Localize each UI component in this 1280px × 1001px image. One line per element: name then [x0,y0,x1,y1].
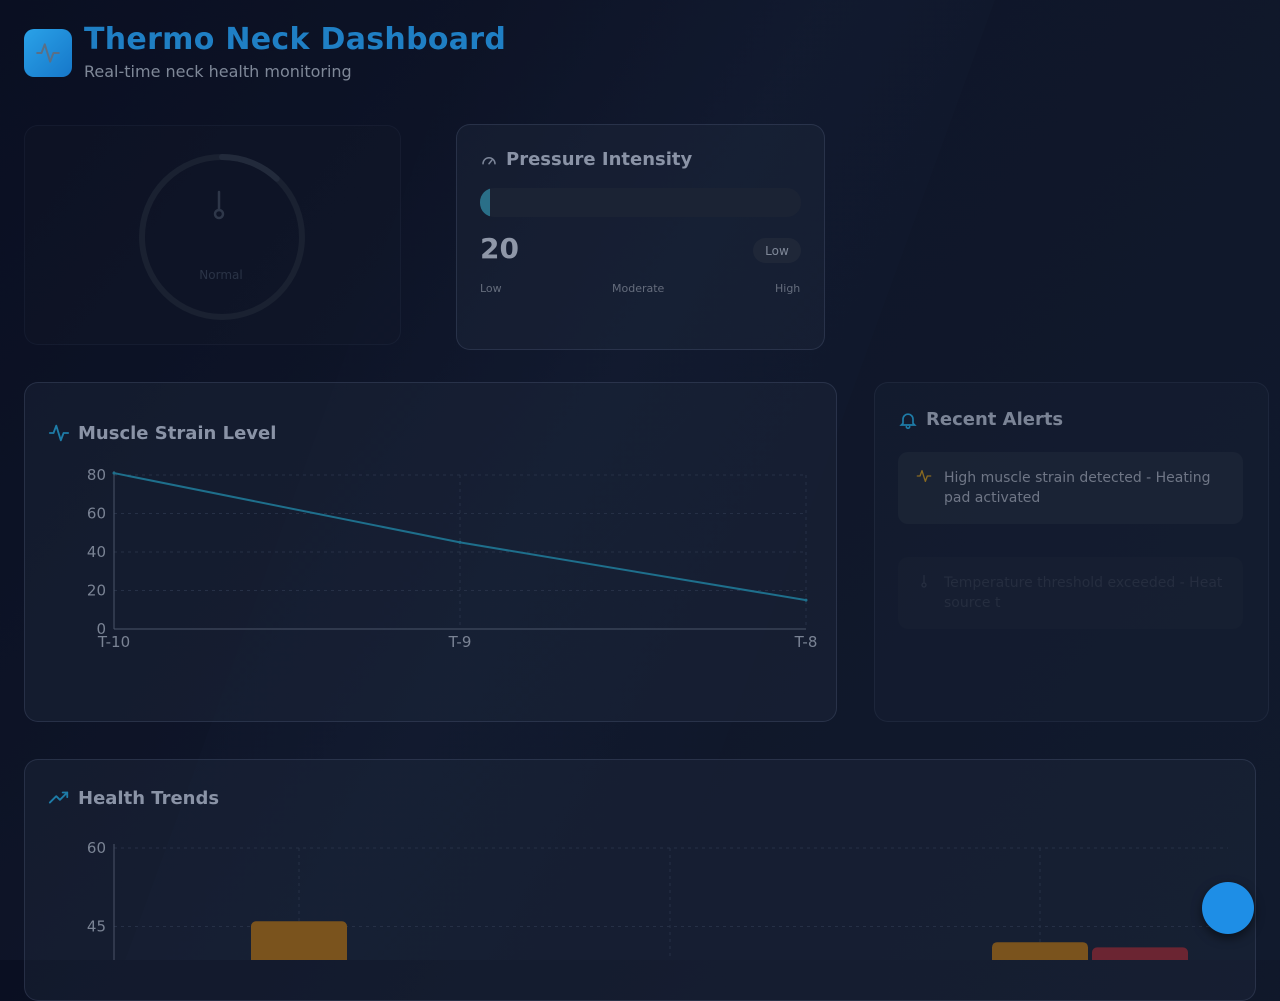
y-tick-label: 20 [87,582,106,600]
pressure-level-badge: Low [753,238,801,263]
alert-item[interactable]: Temperature threshold exceeded - Heat so… [898,557,1243,629]
trending-up-icon [48,791,69,804]
activity-icon [48,424,70,442]
pressure-scale-low: Low [480,282,502,295]
data-point [804,598,808,602]
activity-icon [36,43,60,63]
gauge-icon [482,156,496,164]
alerts-card [874,382,1269,722]
pressure-title: Pressure Intensity [506,149,693,170]
trends-title: Health Trends [78,787,220,809]
alert-text: High muscle strain detected - Heating pa… [944,470,1211,506]
health-trends-chart: 304560 [87,839,1228,960]
data-point [112,471,116,475]
bell-icon [899,412,917,429]
y-tick-label: 80 [87,466,106,484]
y-tick-label: 60 [87,839,106,857]
floating-action-button[interactable] [1202,882,1254,934]
activity-icon [916,470,932,482]
muscle-strain-chart: 0 20 40 60 80 T-10 T-9 T-8 [87,466,818,651]
y-tick-label: 60 [87,505,106,523]
y-tick-label: 0 [96,620,106,638]
pressure-card [456,124,825,350]
pressure-bar [480,188,801,217]
alerts-title: Recent Alerts [926,409,1064,430]
alert-item[interactable]: High muscle strain detected - Heating pa… [898,452,1243,524]
alerts-title-row: Recent Alerts [898,409,1063,430]
pressure-value: 20 [480,232,519,265]
bar [992,942,1088,960]
bar [251,921,347,960]
app-logo [24,29,72,77]
temperature-gauge [139,154,305,320]
alert-text: Temperature threshold exceeded - Heat so… [944,575,1223,611]
page-title: Thermo Neck Dashboard [84,22,507,57]
pressure-scale-moderate: Moderate [612,282,665,295]
pressure-bar-fill [480,188,490,217]
muscle-title: Muscle Strain Level [78,422,277,444]
y-tick-label: 40 [87,543,106,561]
data-point [458,540,462,544]
bar [1092,947,1188,960]
thermometer-icon [213,190,225,220]
trends-title-row: Health Trends [48,787,219,809]
y-tick-label: 45 [87,918,106,936]
temperature-card [24,125,401,345]
pressure-scale-high: High [775,282,801,295]
pressure-title-row: Pressure Intensity [480,149,692,170]
muscle-title-row: Muscle Strain Level [48,422,276,444]
thermometer-icon [921,575,927,588]
temperature-status: Normal [199,268,243,282]
x-tick-label: T-9 [448,633,472,651]
x-tick-label: T-8 [794,633,818,651]
page-subtitle: Real-time neck health monitoring [84,62,352,81]
x-tick-label: T-10 [97,633,130,651]
